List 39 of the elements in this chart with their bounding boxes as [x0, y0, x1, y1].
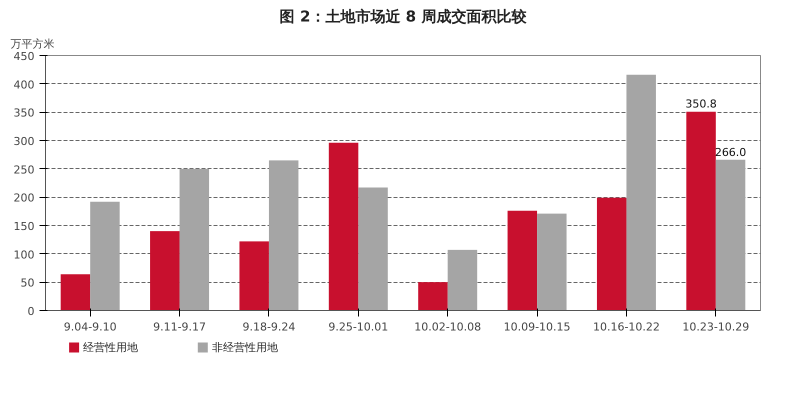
bar — [239, 241, 269, 310]
x-tick-label: 10.23-10.29 — [682, 320, 750, 334]
bar — [418, 282, 448, 310]
x-tick-label: 10.16-10.22 — [592, 320, 660, 334]
x-tick-label: 10.09-10.15 — [504, 320, 571, 334]
bar — [150, 231, 180, 310]
bar — [358, 188, 388, 310]
y-tick-label: 0 — [28, 305, 34, 318]
legend-label: 非经营性用地 — [212, 341, 278, 354]
y-tick-label: 200 — [14, 192, 35, 205]
data-label: 350.8 — [685, 98, 717, 111]
bar — [268, 160, 298, 310]
legend-label: 经营性用地 — [83, 341, 138, 354]
y-tick-label: 100 — [14, 248, 35, 262]
x-tick-label: 9.25-10.01 — [328, 320, 388, 334]
y-tick-label: 350 — [14, 106, 35, 120]
y-tick-label: 250 — [14, 163, 35, 176]
bar — [716, 160, 746, 310]
bar — [537, 214, 567, 310]
bar — [328, 142, 358, 310]
chart-title: 图 2：土地市场近 8 周成交面积比较 — [280, 8, 528, 26]
y-tick-label: 300 — [14, 135, 35, 148]
y-axis-title: 万平方米 — [10, 38, 54, 50]
bar — [180, 168, 210, 310]
y-tick-label: 450 — [14, 50, 35, 63]
bar — [596, 198, 626, 310]
y-tick-label: 50 — [20, 276, 35, 290]
bar — [90, 202, 120, 310]
bar — [508, 210, 538, 310]
bar — [626, 74, 656, 310]
x-tick-label: 9.04-9.10 — [64, 320, 117, 334]
bar — [448, 250, 478, 310]
bar — [686, 112, 716, 310]
x-tick-label: 9.18-9.24 — [242, 320, 296, 334]
x-tick-label: 9.11-9.17 — [153, 320, 206, 334]
bar — [60, 274, 90, 310]
y-tick-label: 150 — [14, 220, 35, 233]
x-tick-label: 10.02-10.08 — [414, 320, 482, 334]
y-tick-label: 400 — [14, 78, 35, 92]
